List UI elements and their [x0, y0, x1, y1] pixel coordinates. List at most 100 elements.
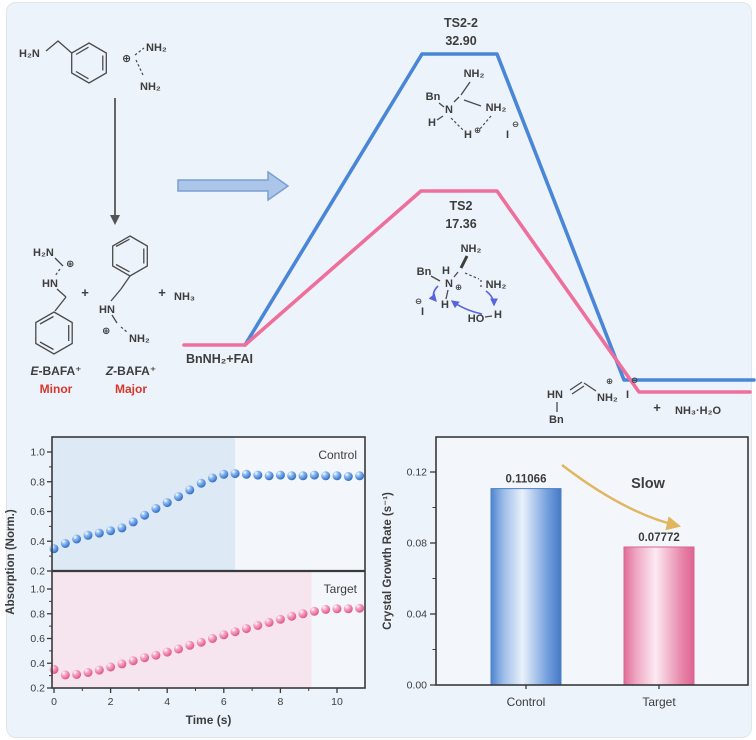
y-tick-label: 0.6 — [30, 506, 45, 518]
target-data-point — [117, 659, 127, 669]
control-energy-path — [243, 52, 756, 382]
hn-label: HN — [99, 304, 115, 316]
product-structure: HN NH₂ ⊕ I ⊖ Bn + NH₃·H₂O — [547, 375, 721, 426]
control-data-point — [321, 471, 331, 481]
control-data-point — [94, 528, 104, 538]
major-label: Major — [115, 382, 147, 396]
axes: 0.12 0.08 0.04 0.00 Control Target — [407, 467, 677, 710]
target-data-point — [264, 617, 274, 627]
control-data-point — [106, 526, 116, 536]
bn-label: Bn — [426, 91, 441, 103]
bar-value-label: 0.07772 — [638, 532, 680, 544]
h2n-label: H₂N — [19, 48, 40, 60]
x-category-label: Target — [642, 695, 676, 709]
control-data-point — [309, 470, 319, 480]
h-label: H — [464, 129, 472, 141]
target-data-point — [275, 614, 285, 624]
control-data-point — [253, 470, 263, 480]
ts2-name: TS2 — [450, 199, 473, 213]
target-data-point — [106, 662, 116, 672]
x-tick-label: 10 — [331, 696, 343, 708]
reactant-state-label: BnNH₂+FAI — [186, 352, 253, 366]
ts22-energy-value: 32.90 — [445, 34, 476, 48]
x-tick-label: 2 — [108, 696, 114, 708]
y-tick-label: 0.2 — [30, 683, 45, 695]
plot-frame — [435, 436, 749, 686]
control-data-point — [264, 471, 274, 481]
target-data-point — [72, 669, 82, 679]
x-axis-title: Time (s) — [186, 713, 232, 727]
target-data-point — [230, 627, 240, 637]
control-data-point — [332, 471, 342, 481]
hn-label: HN — [547, 389, 563, 401]
iodide-label: I — [506, 129, 509, 141]
h-label: H — [428, 117, 436, 129]
target-data-point — [60, 670, 70, 680]
control-data-point — [298, 471, 308, 481]
control-data-point — [241, 469, 251, 479]
x-tick-label: 4 — [164, 696, 170, 708]
target-data-point — [174, 644, 183, 654]
n-label: N — [445, 104, 453, 116]
control-data-point — [230, 469, 240, 479]
h-label: H — [442, 265, 450, 277]
target-data-point — [343, 604, 353, 614]
target-data-point — [140, 653, 150, 663]
slow-annotation: Slow — [631, 476, 666, 492]
iodide-label: I — [626, 389, 629, 401]
bar-value-label: 0.11066 — [506, 474, 547, 486]
target-data-point — [94, 665, 104, 675]
control-data-point — [196, 478, 206, 488]
control-data-point — [83, 530, 93, 540]
byproduct-label: NH₃·H₂O — [675, 405, 721, 417]
target-data-point — [185, 640, 195, 650]
y-tick-label: 0.04 — [407, 609, 428, 621]
minor-label: Minor — [40, 382, 73, 396]
target-data-point — [162, 647, 172, 657]
n-label: N — [445, 278, 453, 290]
z-bafa-structure: HN ⊕ NH₂ Z-BAFA⁺ Major — [99, 235, 156, 396]
target-data-point — [151, 650, 161, 660]
bn-label: Bn — [549, 414, 564, 426]
control-data-point — [151, 504, 161, 513]
target-data-point — [355, 603, 365, 613]
control-data-point — [343, 472, 353, 481]
h2n-label: H₂N — [33, 247, 54, 259]
target-data-point — [241, 624, 251, 634]
control-data-point — [219, 469, 229, 479]
down-arrow-icon — [110, 98, 120, 225]
oplus-icon: ⊕ — [606, 376, 613, 386]
e-bafa-label: E-BAFA⁺ — [30, 364, 81, 378]
control-data-point — [162, 498, 172, 508]
control-bar — [490, 488, 562, 686]
nh2-label: NH₂ — [486, 102, 507, 114]
nh2-label: NH₂ — [129, 333, 150, 345]
plus-sign: + — [158, 285, 166, 300]
hn-label: HN — [42, 278, 58, 290]
control-series-label: Control — [318, 448, 357, 462]
oplus-icon: ⊕ — [474, 125, 481, 135]
oplus-icon: ⊕ — [66, 259, 74, 270]
control-data-point — [140, 510, 150, 520]
reaction-scheme-diagram: H₂N ⊕ NH₂ NH₂ H₂N ⊕ HN E-BAFA⁺ Minor + — [19, 16, 756, 426]
ts2-structure: NH₂ Bn H N ⊕ H NH₂ ⊖ I HO H — [415, 243, 506, 325]
nh3-label: NH₃ — [174, 291, 195, 303]
x-tick-label: 6 — [221, 696, 227, 708]
target-data-point — [309, 606, 319, 616]
y-tick-label: 0.8 — [30, 608, 45, 620]
y-tick-label: 0.6 — [30, 633, 45, 645]
oplus-icon: ⊕ — [455, 282, 462, 292]
target-data-point — [208, 634, 217, 643]
target-series-label: Target — [324, 582, 358, 596]
y-tick-label: 0.00 — [407, 680, 428, 692]
ho-label: HO — [468, 313, 485, 325]
target-series — [49, 603, 365, 680]
nh2-label: NH₂ — [140, 81, 161, 93]
target-data-point — [219, 630, 229, 640]
slow-arrow-icon — [561, 464, 682, 531]
electron-pushing-arrows — [428, 285, 498, 315]
target-data-point — [49, 664, 59, 674]
y-tick-label: 0.4 — [30, 536, 45, 548]
ominus-icon: ⊖ — [512, 119, 519, 129]
control-data-point — [355, 471, 365, 481]
